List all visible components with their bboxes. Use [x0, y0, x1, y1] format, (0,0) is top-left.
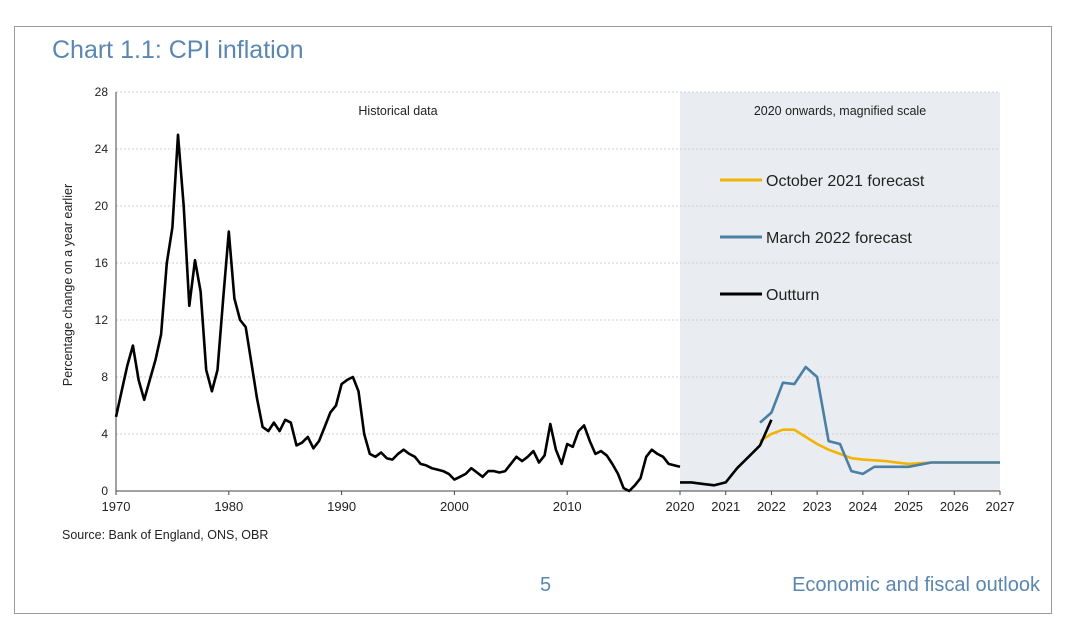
footer-publication: Economic and fiscal outlook [792, 574, 1040, 596]
x-tick-labels: 1970 1980 1990 2000 2010 2020 2021 2022 2023 2024… [102, 491, 1015, 514]
x-tick-label: 1980 [214, 499, 243, 514]
legend-label: March 2022 forecast [766, 230, 912, 247]
annotation-historical: Historical data [358, 104, 437, 118]
y-tick-label: 8 [101, 370, 108, 384]
x-tick-label: 2027 [986, 499, 1015, 514]
x-tick-label: 2010 [553, 499, 582, 514]
x-tick-label: 1990 [327, 499, 356, 514]
y-tick-label: 16 [95, 256, 109, 270]
grid-lines [116, 91, 1000, 435]
x-tick-label: 2022 [757, 499, 786, 514]
series-march-2022-forecast [759, 365, 1000, 476]
y-tick-label: 20 [95, 199, 109, 213]
y-tick-label: 4 [101, 427, 108, 441]
x-tick-label: 1970 [102, 499, 131, 514]
y-axis-label: Percentage change on a year earlier [61, 184, 75, 386]
legend-label: October 2021 forecast [766, 173, 925, 190]
x-tick-label: 2000 [440, 499, 469, 514]
page-number: 5 [540, 574, 552, 596]
series-lines [114, 133, 1000, 493]
x-tick-label: 2020 [666, 499, 695, 514]
y-tick-label: 12 [95, 313, 109, 327]
series-outturn [680, 419, 773, 487]
magnified-panel-shade [680, 92, 1000, 491]
y-tick-label: 28 [95, 85, 109, 99]
legend-label: Outturn [766, 287, 819, 304]
chart-title: Chart 1.1: CPI inflation [52, 36, 304, 64]
y-tick-labels: 0 4 8 12 16 20 24 28 [95, 85, 109, 498]
x-tick-label: 2024 [848, 499, 877, 514]
x-tick-label: 2021 [711, 499, 740, 514]
legend: October 2021 forecast March 2022 forecast… [720, 173, 925, 304]
series-outturn-historical [114, 133, 681, 493]
axes [115, 92, 1000, 492]
x-tick-label: 2023 [803, 499, 832, 514]
x-tick-label: 2026 [940, 499, 969, 514]
source-note: Source: Bank of England, ONS, OBR [62, 528, 269, 542]
annotation-magnified: 2020 onwards, magnified scale [754, 104, 926, 118]
y-tick-label: 24 [95, 142, 109, 156]
x-tick-label: 2025 [894, 499, 923, 514]
y-tick-label: 0 [101, 484, 108, 498]
